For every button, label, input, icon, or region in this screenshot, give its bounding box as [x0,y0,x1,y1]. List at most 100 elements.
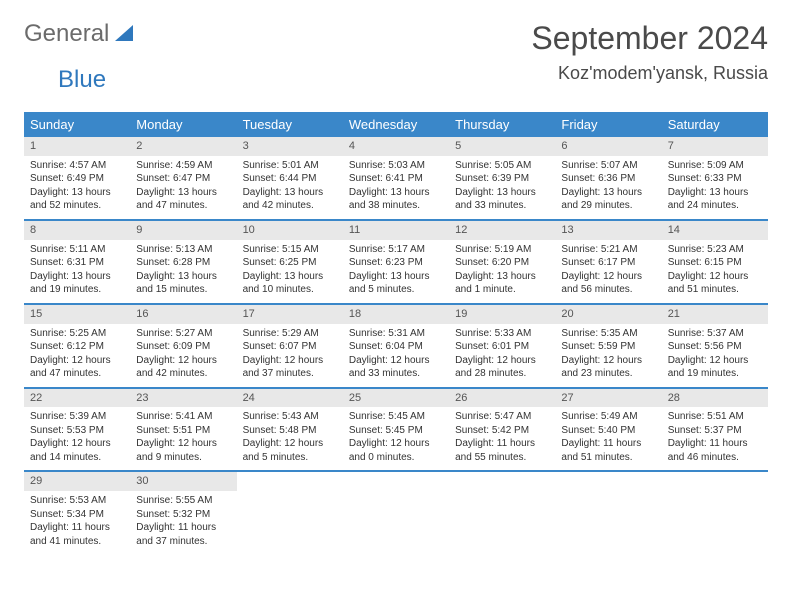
daylight-text: Daylight: 13 hours and 47 minutes. [136,186,230,213]
daylight-text: Daylight: 12 hours and 14 minutes. [30,437,124,464]
day-cell: 26Sunrise: 5:47 AMSunset: 5:42 PMDayligh… [449,389,555,471]
sunrise-text: Sunrise: 5:25 AM [30,327,124,341]
sunrise-text: Sunrise: 5:55 AM [136,494,230,508]
day-body: Sunrise: 5:35 AMSunset: 5:59 PMDaylight:… [555,324,661,387]
sunset-text: Sunset: 6:31 PM [30,256,124,270]
sunset-text: Sunset: 5:37 PM [668,424,762,438]
triangle-icon [113,21,135,48]
daylight-text: Daylight: 12 hours and 5 minutes. [243,437,337,464]
daylight-text: Daylight: 13 hours and 1 minute. [455,270,549,297]
sunrise-text: Sunrise: 5:33 AM [455,327,549,341]
day-cell: 20Sunrise: 5:35 AMSunset: 5:59 PMDayligh… [555,305,661,387]
week-row: 8Sunrise: 5:11 AMSunset: 6:31 PMDaylight… [24,221,768,305]
sunset-text: Sunset: 6:47 PM [136,172,230,186]
day-cell: 1Sunrise: 4:57 AMSunset: 6:49 PMDaylight… [24,137,130,219]
day-body: Sunrise: 5:15 AMSunset: 6:25 PMDaylight:… [237,240,343,303]
daylight-text: Daylight: 13 hours and 19 minutes. [30,270,124,297]
sunset-text: Sunset: 6:07 PM [243,340,337,354]
daylight-text: Daylight: 13 hours and 24 minutes. [668,186,762,213]
day-cell: 22Sunrise: 5:39 AMSunset: 5:53 PMDayligh… [24,389,130,471]
week-row: 22Sunrise: 5:39 AMSunset: 5:53 PMDayligh… [24,389,768,473]
brand-blue: Blue [58,66,106,94]
sunset-text: Sunset: 5:48 PM [243,424,337,438]
sunset-text: Sunset: 5:40 PM [561,424,655,438]
daylight-text: Daylight: 13 hours and 5 minutes. [349,270,443,297]
day-cell: 30Sunrise: 5:55 AMSunset: 5:32 PMDayligh… [130,472,236,554]
day-cell: 13Sunrise: 5:21 AMSunset: 6:17 PMDayligh… [555,221,661,303]
day-cell: 19Sunrise: 5:33 AMSunset: 6:01 PMDayligh… [449,305,555,387]
day-body: Sunrise: 5:09 AMSunset: 6:33 PMDaylight:… [662,156,768,219]
calendar: Sunday Monday Tuesday Wednesday Thursday… [24,112,768,554]
sunset-text: Sunset: 6:09 PM [136,340,230,354]
weekday-header: Saturday [662,112,768,137]
daylight-text: Daylight: 11 hours and 37 minutes. [136,521,230,548]
day-number: 2 [130,137,236,156]
sunset-text: Sunset: 5:59 PM [561,340,655,354]
day-cell: 9Sunrise: 5:13 AMSunset: 6:28 PMDaylight… [130,221,236,303]
daylight-text: Daylight: 11 hours and 51 minutes. [561,437,655,464]
day-number: 15 [24,305,130,324]
day-number: 8 [24,221,130,240]
brand-logo: General [24,20,137,48]
sunrise-text: Sunrise: 5:11 AM [30,243,124,257]
sunset-text: Sunset: 5:53 PM [30,424,124,438]
day-body: Sunrise: 5:31 AMSunset: 6:04 PMDaylight:… [343,324,449,387]
day-number: 11 [343,221,449,240]
daylight-text: Daylight: 12 hours and 42 minutes. [136,354,230,381]
day-body: Sunrise: 5:21 AMSunset: 6:17 PMDaylight:… [555,240,661,303]
daylight-text: Daylight: 13 hours and 38 minutes. [349,186,443,213]
day-body: Sunrise: 5:53 AMSunset: 5:34 PMDaylight:… [24,491,130,554]
sunrise-text: Sunrise: 5:29 AM [243,327,337,341]
sunset-text: Sunset: 5:45 PM [349,424,443,438]
daylight-text: Daylight: 13 hours and 33 minutes. [455,186,549,213]
day-number: 30 [130,472,236,491]
day-body: Sunrise: 4:57 AMSunset: 6:49 PMDaylight:… [24,156,130,219]
sunrise-text: Sunrise: 5:21 AM [561,243,655,257]
day-number: 25 [343,389,449,408]
daylight-text: Daylight: 11 hours and 41 minutes. [30,521,124,548]
sunrise-text: Sunrise: 5:43 AM [243,410,337,424]
sunset-text: Sunset: 5:51 PM [136,424,230,438]
day-body: Sunrise: 5:19 AMSunset: 6:20 PMDaylight:… [449,240,555,303]
day-body: Sunrise: 5:41 AMSunset: 5:51 PMDaylight:… [130,407,236,470]
daylight-text: Daylight: 11 hours and 46 minutes. [668,437,762,464]
day-number: 17 [237,305,343,324]
sunset-text: Sunset: 5:34 PM [30,508,124,522]
day-body: Sunrise: 5:17 AMSunset: 6:23 PMDaylight:… [343,240,449,303]
day-body: Sunrise: 5:37 AMSunset: 5:56 PMDaylight:… [662,324,768,387]
daylight-text: Daylight: 12 hours and 0 minutes. [349,437,443,464]
weekday-header: Friday [555,112,661,137]
day-body: Sunrise: 5:23 AMSunset: 6:15 PMDaylight:… [662,240,768,303]
day-cell: 7Sunrise: 5:09 AMSunset: 6:33 PMDaylight… [662,137,768,219]
daylight-text: Daylight: 12 hours and 9 minutes. [136,437,230,464]
day-body: Sunrise: 5:47 AMSunset: 5:42 PMDaylight:… [449,407,555,470]
day-cell: 4Sunrise: 5:03 AMSunset: 6:41 PMDaylight… [343,137,449,219]
title-block: September 2024 Koz'modem'yansk, Russia [531,20,768,84]
day-number: 4 [343,137,449,156]
sunrise-text: Sunrise: 5:05 AM [455,159,549,173]
day-number: 21 [662,305,768,324]
day-cell: 10Sunrise: 5:15 AMSunset: 6:25 PMDayligh… [237,221,343,303]
day-cell [237,472,343,554]
day-body: Sunrise: 5:55 AMSunset: 5:32 PMDaylight:… [130,491,236,554]
weeks-container: 1Sunrise: 4:57 AMSunset: 6:49 PMDaylight… [24,137,768,554]
sunrise-text: Sunrise: 5:53 AM [30,494,124,508]
day-number: 14 [662,221,768,240]
day-number: 19 [449,305,555,324]
sunset-text: Sunset: 6:04 PM [349,340,443,354]
week-row: 29Sunrise: 5:53 AMSunset: 5:34 PMDayligh… [24,472,768,554]
sunrise-text: Sunrise: 5:13 AM [136,243,230,257]
day-number: 16 [130,305,236,324]
day-body: Sunrise: 5:03 AMSunset: 6:41 PMDaylight:… [343,156,449,219]
weekday-header: Monday [130,112,236,137]
day-cell: 27Sunrise: 5:49 AMSunset: 5:40 PMDayligh… [555,389,661,471]
day-number: 10 [237,221,343,240]
daylight-text: Daylight: 11 hours and 55 minutes. [455,437,549,464]
sunset-text: Sunset: 5:56 PM [668,340,762,354]
sunrise-text: Sunrise: 5:27 AM [136,327,230,341]
day-body: Sunrise: 5:45 AMSunset: 5:45 PMDaylight:… [343,407,449,470]
day-body: Sunrise: 5:07 AMSunset: 6:36 PMDaylight:… [555,156,661,219]
day-number: 5 [449,137,555,156]
day-body: Sunrise: 5:25 AMSunset: 6:12 PMDaylight:… [24,324,130,387]
sunset-text: Sunset: 6:20 PM [455,256,549,270]
